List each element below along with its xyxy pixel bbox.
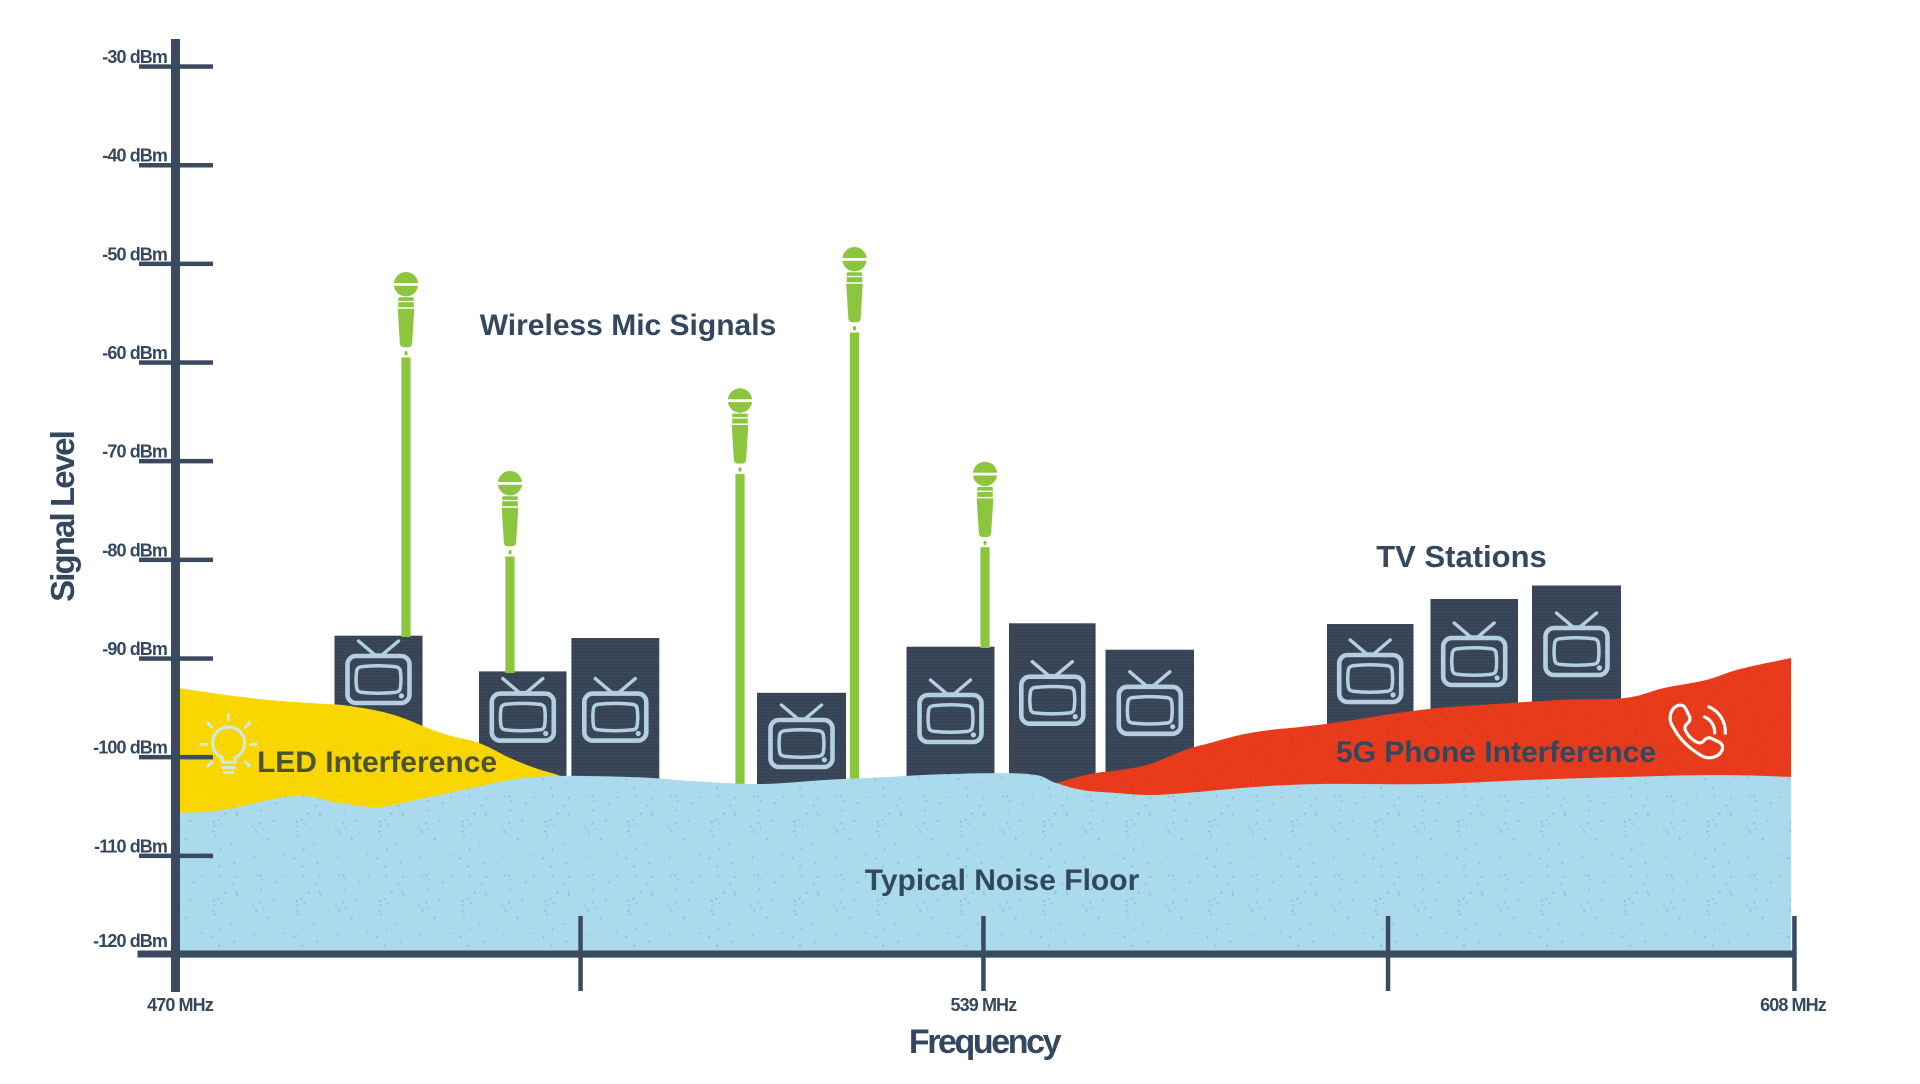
svg-text:-110 dBm: -110 dBm xyxy=(94,836,167,856)
svg-text:-40 dBm: -40 dBm xyxy=(102,146,167,166)
svg-text:Signal Level: Signal Level xyxy=(44,432,81,602)
svg-text:Wireless Mic Signals: Wireless Mic Signals xyxy=(480,309,777,342)
svg-text:Typical Noise Floor: Typical Noise Floor xyxy=(865,864,1140,897)
svg-text:-100 dBm: -100 dBm xyxy=(93,738,167,758)
svg-text:-70 dBm: -70 dBm xyxy=(102,442,167,462)
svg-text:-80 dBm: -80 dBm xyxy=(102,540,167,560)
svg-text:TV Stations: TV Stations xyxy=(1376,539,1547,574)
svg-text:-120 dBm: -120 dBm xyxy=(93,931,167,951)
svg-text:539 MHz: 539 MHz xyxy=(951,995,1018,1015)
svg-text:-90 dBm: -90 dBm xyxy=(102,639,167,659)
svg-text:LED Interference: LED Interference xyxy=(257,746,497,779)
svg-text:5G Phone Interference: 5G Phone Interference xyxy=(1336,736,1656,769)
svg-text:470 MHz: 470 MHz xyxy=(147,995,214,1015)
svg-text:Frequency: Frequency xyxy=(909,1023,1062,1061)
svg-text:608 MHz: 608 MHz xyxy=(1760,995,1827,1015)
svg-text:-60 dBm: -60 dBm xyxy=(102,343,167,363)
svg-text:-30 dBm: -30 dBm xyxy=(102,47,167,67)
svg-text:-50 dBm: -50 dBm xyxy=(102,244,167,264)
